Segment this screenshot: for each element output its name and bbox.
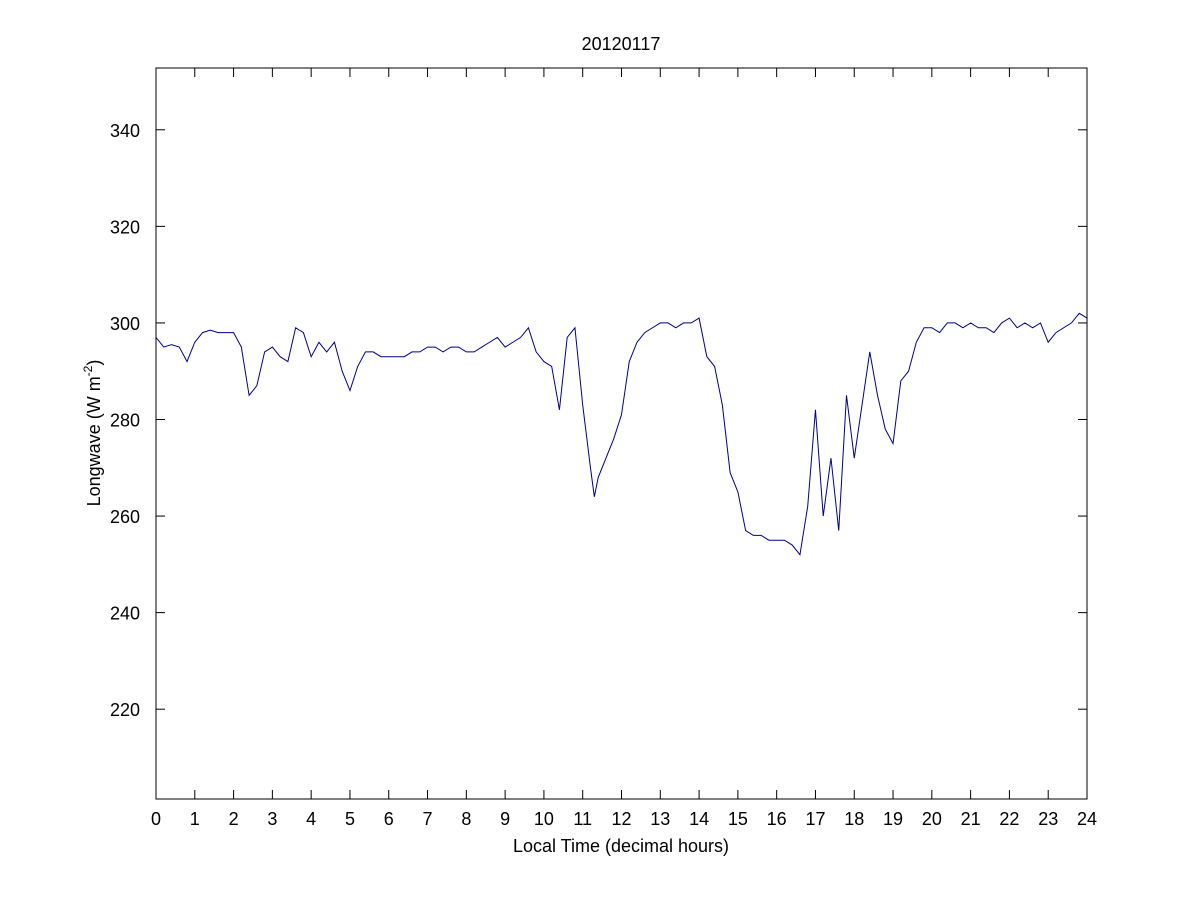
x-tick-label: 9 [500,809,510,829]
y-tick-label: 220 [110,700,140,720]
x-tick-label: 20 [922,809,942,829]
x-tick-label: 16 [767,809,787,829]
x-tick-label: 4 [306,809,316,829]
y-tick-label: 280 [110,410,140,430]
x-tick-label: 10 [534,809,554,829]
x-tick-label: 22 [999,809,1019,829]
x-tick-label: 21 [961,809,981,829]
x-tick-label: 0 [151,809,161,829]
x-axis-label: Local Time (decimal hours) [513,836,729,856]
x-tick-label: 14 [689,809,709,829]
x-tick-label: 2 [229,809,239,829]
x-tick-label: 15 [728,809,748,829]
x-tick-label: 7 [423,809,433,829]
x-tick-label: 6 [384,809,394,829]
x-tick-label: 11 [573,809,592,829]
x-tick-label: 3 [267,809,277,829]
x-tick-label: 13 [650,809,670,829]
x-tick-label: 12 [611,809,631,829]
data-line [155,312,1088,556]
x-tick-label: 18 [844,809,864,829]
y-label-text: Longwave (W m [84,376,104,506]
y-label-exponent: -2 [81,365,95,376]
y-tick-label: 260 [110,507,140,527]
y-tick-label: 240 [110,604,140,624]
x-tick-label: 8 [461,809,471,829]
y-tick-label: 340 [110,121,140,141]
y-axis-label: Longwave (W m-2) [81,360,104,507]
x-tick-label: 1 [190,809,200,829]
y-tick-label: 300 [110,314,140,334]
chart-title: 20120117 [582,34,661,54]
x-tick-label: 23 [1038,809,1058,829]
x-tick-label: 17 [805,809,825,829]
x-tick-label: 5 [345,809,355,829]
y-tick-label: 320 [110,217,140,237]
y-label-end: ) [84,360,104,366]
x-tick-label: 24 [1077,809,1097,829]
x-tick-label: 19 [883,809,903,829]
